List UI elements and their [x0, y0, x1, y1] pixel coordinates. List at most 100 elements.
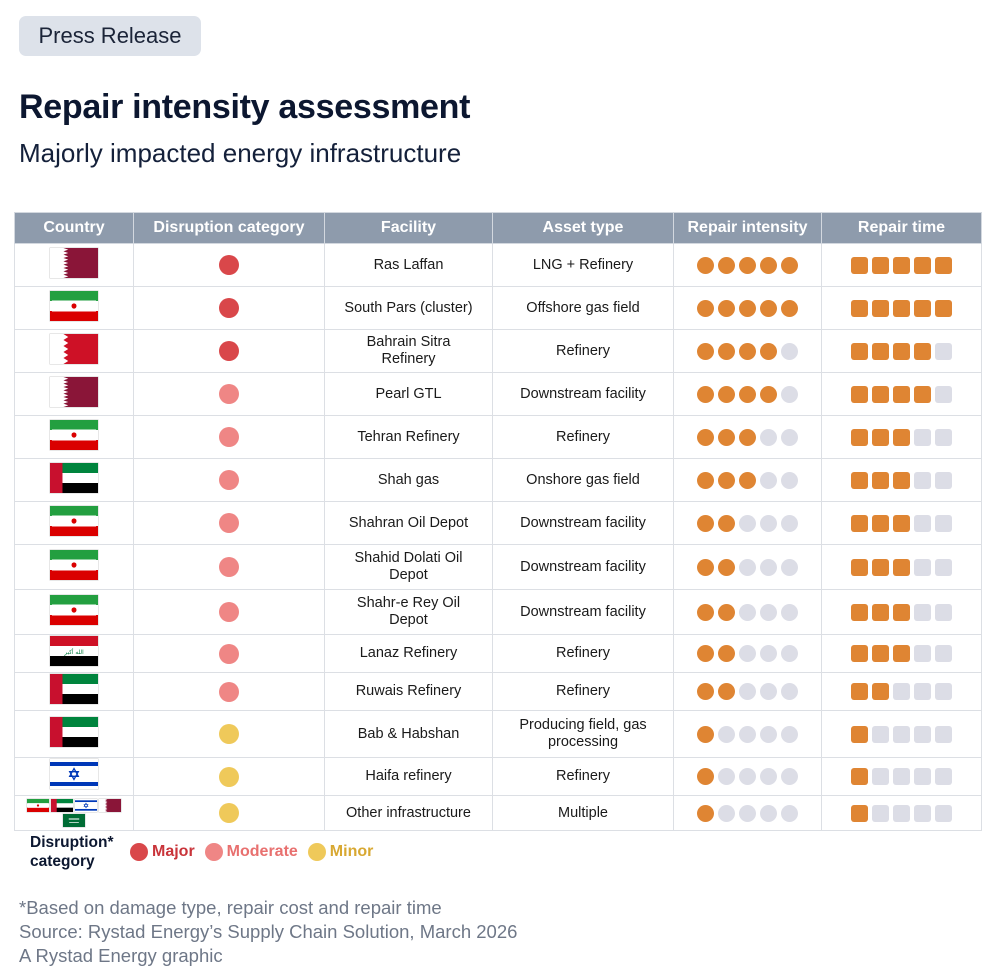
flag-iran-icon [50, 549, 98, 580]
flag-iran-icon [50, 290, 98, 321]
facility-cell: Shahr-e Rey Oil Depot [324, 589, 493, 635]
intensity-dot-filled [718, 471, 735, 489]
asset-type-cell: Refinery [492, 634, 674, 673]
intensity-dot-empty [781, 342, 798, 360]
country-cell [14, 589, 134, 635]
intensity-dot-empty [760, 768, 777, 785]
time-square-filled [935, 256, 952, 274]
time-square-filled [935, 299, 952, 317]
repair-intensity-cell [673, 757, 822, 796]
intensity-dot-filled [697, 256, 714, 274]
intensity-dot-filled [739, 299, 756, 317]
time-square-filled [893, 471, 910, 489]
time-square-filled [893, 385, 910, 403]
footnotes: *Based on damage type, repair cost and r… [19, 896, 517, 968]
time-square-empty [914, 603, 931, 621]
intensity-dot-filled [718, 256, 735, 274]
time-square-filled [851, 725, 868, 743]
asset-type-cell: Refinery [492, 329, 674, 373]
category-major-dot [219, 341, 239, 361]
time-square-empty [914, 804, 931, 822]
asset-type-cell: Downstream facility [492, 544, 674, 590]
intensity-dot-empty [760, 471, 777, 489]
repair-time-cell [821, 589, 982, 635]
asset-type-cell: LNG + Refinery [492, 243, 674, 287]
disruption-category-cell [133, 286, 325, 330]
disruption-category-cell [133, 243, 325, 287]
repair-intensity-cell [673, 243, 822, 287]
intensity-dot-filled [739, 385, 756, 403]
intensity-dot-filled [697, 768, 714, 785]
disruption-category-cell [133, 795, 325, 831]
time-square-empty [914, 645, 931, 662]
intensity-dot-filled [697, 645, 714, 662]
intensity-dot-filled [697, 558, 714, 576]
disruption-category-cell [133, 710, 325, 758]
facility-cell: Other infrastructure [324, 795, 493, 831]
intensity-dot-empty [760, 725, 777, 743]
time-square-filled [851, 256, 868, 274]
intensity-dot-empty [760, 428, 777, 446]
asset-type-cell: Offshore gas field [492, 286, 674, 330]
flag-qatar-icon [99, 799, 121, 812]
repair-time-rating [822, 603, 981, 621]
country-cell [14, 710, 134, 758]
footnote-basis: *Based on damage type, repair cost and r… [19, 897, 442, 918]
repair-time-rating [822, 683, 981, 700]
intensity-dot-filled [718, 645, 735, 662]
repair-intensity-rating [674, 514, 821, 532]
repair-time-rating [822, 514, 981, 532]
repair-time-rating [822, 725, 981, 743]
intensity-dot-empty [718, 804, 735, 822]
intensity-dot-filled [697, 385, 714, 403]
time-square-filled [872, 645, 889, 662]
repair-time-rating [822, 471, 981, 489]
legend-item-minor: Minor [307, 843, 373, 861]
facility-cell: Shahran Oil Depot [324, 501, 493, 545]
repair-table: Country Disruption category Facility Asset … [14, 212, 982, 831]
intensity-dot-empty [760, 603, 777, 621]
intensity-dot-empty [739, 804, 756, 822]
time-square-filled [851, 558, 868, 576]
time-square-empty [935, 471, 952, 489]
intensity-dot-empty [739, 514, 756, 532]
intensity-dot-empty [739, 558, 756, 576]
legend-item-moderate: Moderate [204, 843, 298, 861]
intensity-dot-empty [718, 725, 735, 743]
country-cell [14, 757, 134, 796]
time-square-filled [872, 603, 889, 621]
asset-type-cell: Onshore gas field [492, 458, 674, 502]
category-major-dot [219, 255, 239, 275]
repair-intensity-cell [673, 329, 822, 373]
intensity-dot-empty [781, 683, 798, 700]
time-square-empty [935, 514, 952, 532]
table-row: Shahid Dolati Oil Depot Downstream facili… [14, 544, 982, 590]
time-square-filled [851, 804, 868, 822]
intensity-dot-empty [781, 385, 798, 403]
time-square-filled [872, 299, 889, 317]
intensity-dot-filled [739, 342, 756, 360]
category-minor-dot [219, 766, 239, 787]
repair-intensity-rating [674, 804, 821, 822]
time-square-empty [914, 558, 931, 576]
repair-time-cell [821, 286, 982, 330]
intensity-dot-filled [697, 299, 714, 317]
flag-israel-icon [50, 759, 98, 789]
repair-time-rating [822, 385, 981, 403]
time-square-filled [893, 514, 910, 532]
repair-time-cell [821, 415, 982, 459]
repair-time-cell [821, 672, 982, 711]
repair-time-cell [821, 544, 982, 590]
svg-text:الله أكبر: الله أكبر [63, 648, 84, 656]
intensity-dot-filled [781, 256, 798, 274]
time-square-empty [893, 768, 910, 785]
category-moderate-dot [219, 643, 239, 664]
time-square-empty [935, 342, 952, 360]
flag-israel-icon [75, 799, 97, 812]
asset-type-cell: Refinery [492, 415, 674, 459]
time-square-empty [935, 603, 952, 621]
intensity-dot-empty [760, 514, 777, 532]
intensity-dot-filled [697, 428, 714, 446]
country-cell [14, 372, 134, 416]
intensity-dot-filled [739, 256, 756, 274]
